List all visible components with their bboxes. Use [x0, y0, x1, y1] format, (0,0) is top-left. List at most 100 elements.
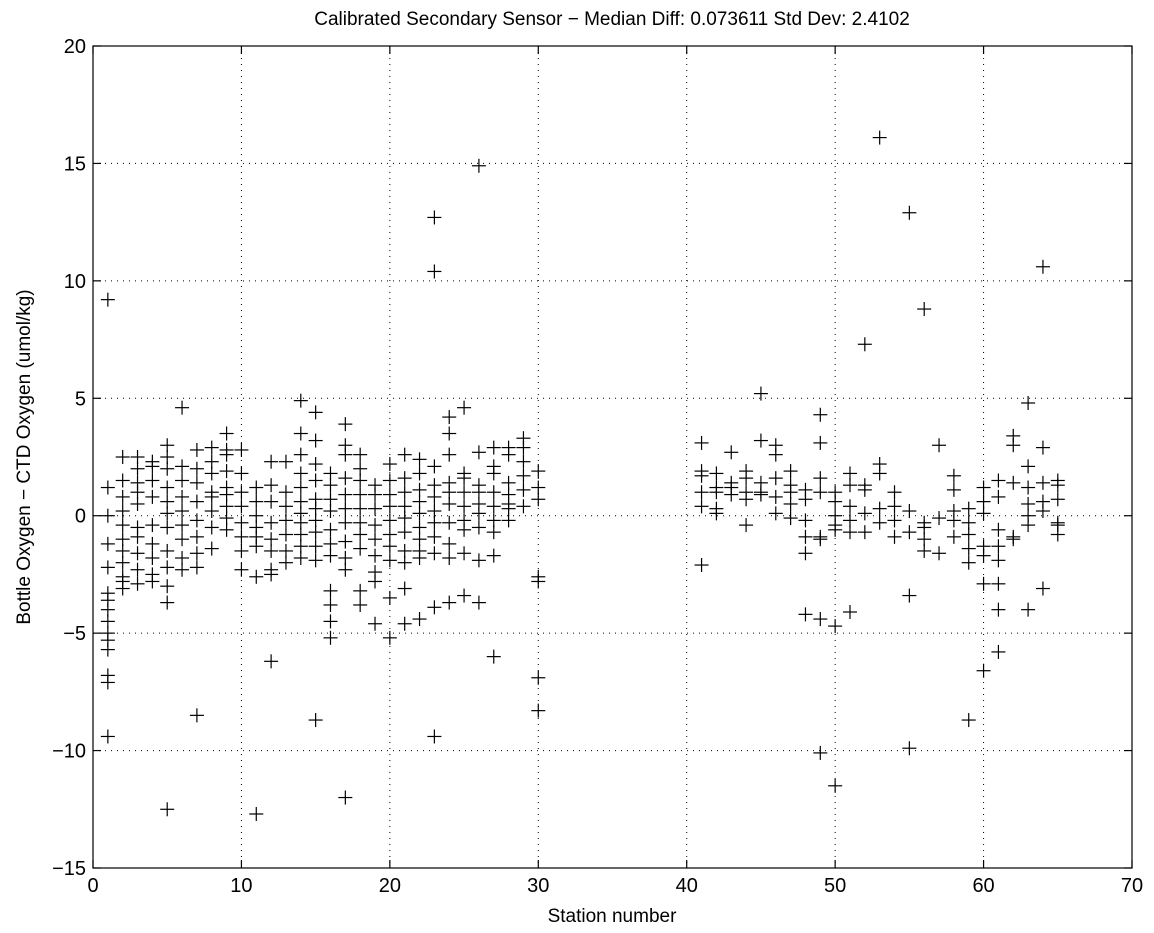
data-point	[709, 506, 724, 521]
data-point	[353, 473, 368, 488]
data-point	[249, 494, 264, 509]
x-tick-label: 40	[676, 875, 698, 897]
data-point	[338, 501, 353, 516]
data-point	[471, 595, 486, 610]
y-tick-label: −15	[52, 858, 86, 880]
data-point	[308, 501, 323, 516]
data-point	[946, 513, 961, 528]
data-point	[1021, 480, 1036, 495]
data-point	[946, 468, 961, 483]
data-point	[308, 713, 323, 728]
data-point	[457, 499, 472, 514]
data-point	[115, 473, 130, 488]
data-point	[961, 713, 976, 728]
data-point	[115, 489, 130, 504]
x-axis-label: Station number	[548, 906, 678, 927]
data-point	[412, 550, 427, 565]
data-point	[189, 708, 204, 723]
data-point	[991, 644, 1006, 659]
data-point	[828, 522, 843, 537]
data-point	[234, 466, 249, 481]
data-point	[902, 525, 917, 540]
data-point	[709, 485, 724, 500]
data-point	[323, 504, 338, 519]
data-point	[813, 485, 828, 500]
data-point	[189, 560, 204, 575]
data-point	[293, 480, 308, 495]
data-point	[917, 302, 932, 317]
data-point	[175, 550, 190, 565]
data-point	[189, 529, 204, 544]
data-point	[130, 496, 145, 511]
data-point	[219, 511, 234, 526]
data-point	[278, 527, 293, 542]
data-point	[234, 515, 249, 530]
data-point	[382, 630, 397, 645]
data-point	[902, 504, 917, 519]
data-point	[842, 499, 857, 514]
data-point	[308, 525, 323, 540]
data-point	[531, 670, 546, 685]
data-point	[813, 471, 828, 486]
y-tick-labels: −15 −10 −5 0 5 10 15 20	[52, 36, 86, 880]
data-point	[278, 485, 293, 500]
data-point	[427, 600, 442, 615]
data-point	[976, 480, 991, 495]
data-point	[813, 407, 828, 422]
data-point	[887, 529, 902, 544]
data-point	[768, 447, 783, 462]
data-point	[946, 482, 961, 497]
data-point	[338, 562, 353, 577]
data-point	[368, 501, 383, 516]
data-point	[382, 553, 397, 568]
data-point	[724, 480, 739, 495]
data-point	[160, 560, 175, 575]
data-point	[1006, 438, 1021, 453]
data-point	[249, 569, 264, 584]
data-point	[160, 506, 175, 521]
data-point	[145, 550, 160, 565]
data-point	[160, 802, 175, 817]
data-point	[531, 464, 546, 479]
data-point	[160, 543, 175, 558]
data-point	[961, 501, 976, 516]
data-point	[189, 513, 204, 528]
data-point	[872, 130, 887, 145]
data-point	[961, 555, 976, 570]
data-point	[902, 205, 917, 220]
data-point	[457, 546, 472, 561]
data-point	[724, 445, 739, 460]
data-point	[902, 741, 917, 756]
data-point	[100, 729, 115, 744]
data-point	[442, 550, 457, 565]
data-point	[813, 532, 828, 547]
x-tick-label: 70	[1121, 875, 1143, 897]
data-point	[175, 489, 190, 504]
data-point	[323, 466, 338, 481]
data-point	[219, 522, 234, 537]
data-point	[932, 546, 947, 561]
data-point	[308, 457, 323, 472]
data-point	[323, 583, 338, 598]
data-point	[175, 518, 190, 533]
data-point	[100, 480, 115, 495]
x-tick-label: 0	[87, 875, 98, 897]
data-point	[323, 492, 338, 507]
data-point	[427, 729, 442, 744]
data-point	[115, 450, 130, 464]
data-point	[397, 511, 412, 526]
data-point	[457, 466, 472, 481]
data-point	[115, 504, 130, 519]
data-point	[857, 506, 872, 521]
data-point	[976, 548, 991, 563]
data-point	[308, 433, 323, 448]
data-point	[932, 511, 947, 526]
data-point	[961, 541, 976, 556]
data-point	[828, 619, 843, 634]
data-point	[887, 485, 902, 500]
data-point	[427, 478, 442, 493]
data-point	[160, 595, 175, 610]
data-point	[308, 473, 323, 488]
data-point	[145, 536, 160, 551]
data-point	[353, 461, 368, 476]
